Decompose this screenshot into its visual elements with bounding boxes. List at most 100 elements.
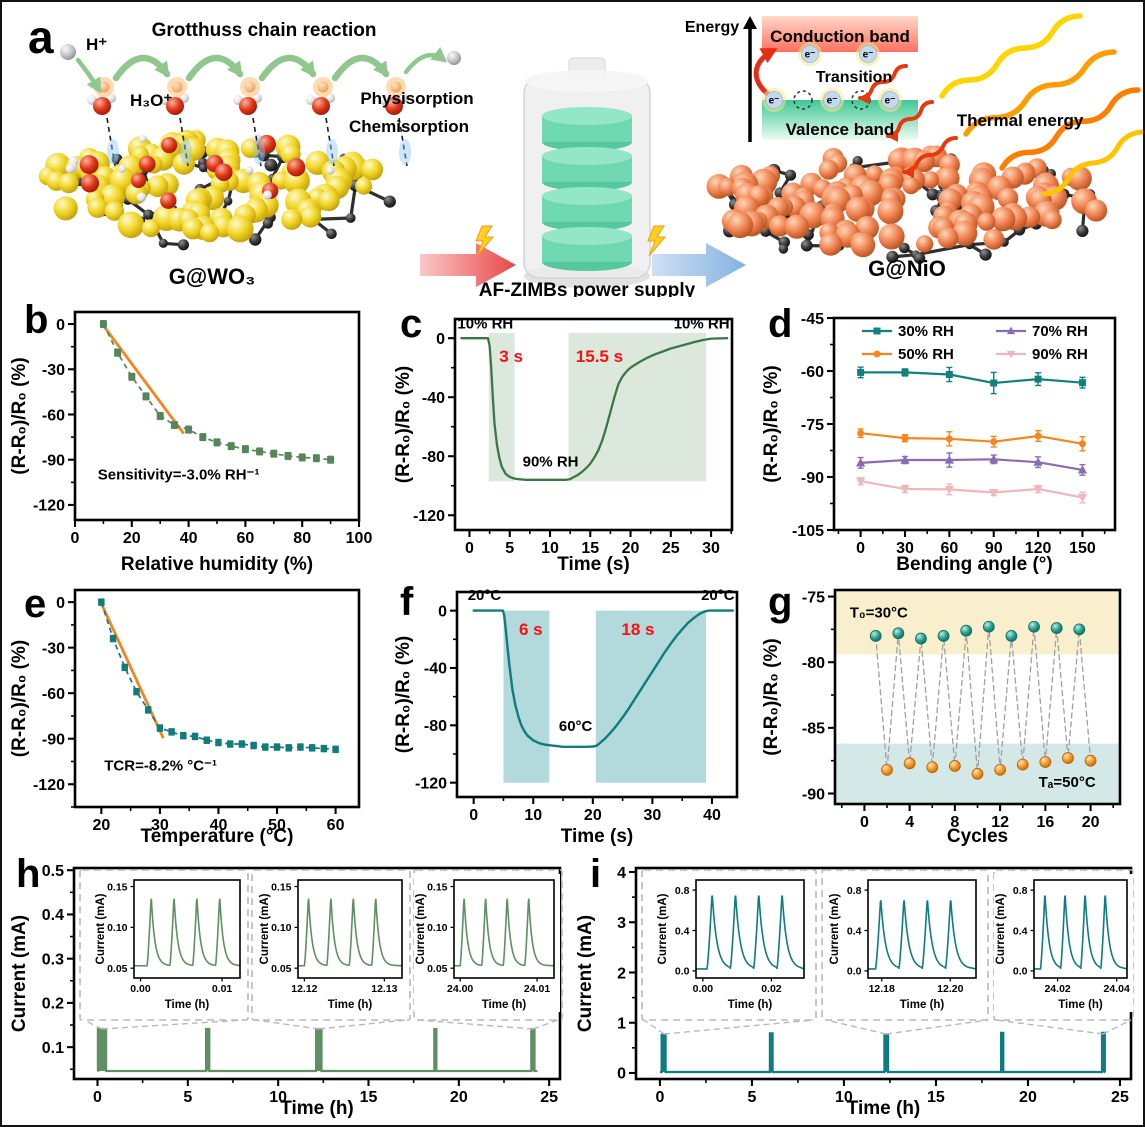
svg-text:-90: -90 bbox=[42, 452, 65, 469]
svg-text:0.8: 0.8 bbox=[847, 885, 862, 897]
chart-h-inset-1: 0.00 0.01 0.05 0.10 0.15 Time (h) Current (mA) bbox=[94, 874, 246, 1012]
left-power-arrow bbox=[420, 243, 516, 287]
svg-text:Current (mA): Current (mA) bbox=[10, 915, 30, 1032]
chart-i-inset-1: 0.00 0.02 0.0 0.4 0.8 Time (h) Current (mA) bbox=[656, 874, 810, 1012]
svg-text:e⁻: e⁻ bbox=[827, 96, 838, 107]
svg-text:-40: -40 bbox=[422, 390, 445, 407]
svg-text:30: 30 bbox=[702, 540, 720, 557]
grotthuss-label: Grotthuss chain reaction bbox=[152, 20, 377, 41]
panel-d-label: d bbox=[768, 302, 793, 346]
svg-text:Current (mA): Current (mA) bbox=[657, 893, 669, 964]
chart-g-svg: 0 4 8 12 16 20 -75 -80 -85 -90 Cycles (R-R₀)/R₀ (%)… bbox=[762, 588, 1122, 847]
svg-text:0.4: 0.4 bbox=[847, 925, 862, 937]
svg-text:4: 4 bbox=[617, 865, 626, 882]
svg-text:0.10: 0.10 bbox=[107, 922, 128, 934]
svg-text:Time (h): Time (h) bbox=[847, 1098, 921, 1119]
svg-text:30: 30 bbox=[151, 817, 169, 834]
svg-text:15.5 s: 15.5 s bbox=[576, 347, 623, 366]
svg-text:20: 20 bbox=[622, 540, 640, 557]
svg-text:12.13: 12.13 bbox=[371, 983, 397, 995]
svg-text:0: 0 bbox=[93, 1089, 102, 1106]
svg-text:-80: -80 bbox=[422, 449, 445, 466]
panel-f-label: f bbox=[400, 580, 414, 624]
svg-text:-75: -75 bbox=[802, 589, 825, 606]
svg-text:0.05: 0.05 bbox=[271, 963, 292, 975]
chart-i-svg: 0 5 10 15 20 25 0 1 2 3 4 Time (h) Current (mA) bbox=[576, 865, 1134, 1119]
svg-text:60: 60 bbox=[237, 530, 255, 547]
svg-text:0: 0 bbox=[56, 317, 65, 334]
svg-text:0.5: 0.5 bbox=[42, 863, 64, 880]
svg-text:Current (mA): Current (mA) bbox=[995, 893, 1007, 964]
svg-text:24.00: 24.00 bbox=[447, 983, 473, 995]
svg-text:20: 20 bbox=[123, 530, 141, 547]
svg-text:5: 5 bbox=[505, 540, 514, 557]
svg-text:12.20: 12.20 bbox=[937, 983, 963, 995]
battery-label: AF-ZIMBs power supply bbox=[479, 280, 696, 297]
svg-text:15: 15 bbox=[360, 1089, 378, 1106]
svg-text:12.12: 12.12 bbox=[291, 983, 317, 995]
svg-text:e⁻: e⁻ bbox=[769, 96, 780, 107]
svg-text:3 s: 3 s bbox=[499, 347, 523, 366]
h3o-label: H₃O⁺ bbox=[130, 91, 172, 110]
svg-text:60°C: 60°C bbox=[559, 718, 593, 735]
svg-text:60: 60 bbox=[940, 540, 958, 557]
svg-text:90% RH: 90% RH bbox=[1032, 346, 1088, 363]
svg-text:0.01: 0.01 bbox=[212, 983, 233, 995]
svg-text:12: 12 bbox=[991, 814, 1009, 831]
svg-text:1: 1 bbox=[617, 1015, 626, 1032]
panel-c-label: c bbox=[400, 302, 423, 346]
svg-text:20°C: 20°C bbox=[468, 587, 502, 604]
svg-text:50% RH: 50% RH bbox=[898, 346, 954, 363]
svg-text:0: 0 bbox=[438, 603, 447, 620]
svg-text:T₀=30°C: T₀=30°C bbox=[850, 605, 908, 622]
panel-e: 20 30 40 50 60 0 -30 -60 -90 -120 Temperature (°C)… bbox=[10, 580, 390, 850]
svg-text:0: 0 bbox=[860, 814, 869, 831]
svg-text:20: 20 bbox=[92, 817, 110, 834]
svg-text:(R-R₀)/R₀ (%): (R-R₀)/R₀ (%) bbox=[10, 357, 30, 474]
svg-text:40: 40 bbox=[703, 807, 721, 824]
svg-text:0.4: 0.4 bbox=[42, 907, 64, 924]
svg-text:Time (s): Time (s) bbox=[561, 826, 634, 847]
svg-text:24.02: 24.02 bbox=[1044, 983, 1070, 995]
svg-text:Time (h): Time (h) bbox=[165, 999, 210, 1011]
svg-text:0.2: 0.2 bbox=[42, 996, 64, 1013]
svg-text:25: 25 bbox=[1111, 1089, 1129, 1106]
svg-text:Time (h): Time (h) bbox=[482, 999, 527, 1011]
svg-text:30: 30 bbox=[896, 540, 914, 557]
right-power-arrow bbox=[652, 243, 746, 287]
svg-text:-90: -90 bbox=[802, 786, 825, 803]
svg-text:6 s: 6 s bbox=[519, 620, 543, 639]
svg-text:0.0: 0.0 bbox=[847, 966, 862, 978]
svg-text:0.15: 0.15 bbox=[271, 881, 292, 893]
svg-text:-80: -80 bbox=[802, 655, 825, 672]
svg-text:Bending angle (°): Bending angle (°) bbox=[896, 554, 1052, 575]
svg-text:Sensitivity=-3.0% RH⁻¹: Sensitivity=-3.0% RH⁻¹ bbox=[98, 466, 260, 483]
svg-text:0.4: 0.4 bbox=[675, 925, 690, 937]
svg-text:150: 150 bbox=[1069, 540, 1096, 557]
svg-text:(R-R₀)/R₀ (%): (R-R₀)/R₀ (%) bbox=[762, 365, 782, 482]
panel-g-label: g bbox=[768, 580, 793, 624]
svg-text:0.0: 0.0 bbox=[675, 966, 690, 978]
svg-text:20: 20 bbox=[1082, 814, 1100, 831]
svg-text:0.05: 0.05 bbox=[427, 963, 448, 975]
chart-b-svg: 0 20 40 60 80 100 0 -30 -60 -90 -120 Relative humid… bbox=[10, 310, 372, 575]
thermal-wave-arrows bbox=[858, 13, 1143, 197]
panel-b-label: b bbox=[24, 298, 49, 342]
svg-text:15: 15 bbox=[927, 1089, 945, 1106]
g-nio-label: G@NiO bbox=[868, 256, 946, 281]
svg-text:8: 8 bbox=[950, 814, 959, 831]
svg-text:0.0: 0.0 bbox=[1013, 966, 1028, 978]
svg-text:0: 0 bbox=[617, 1066, 626, 1083]
svg-text:0.00: 0.00 bbox=[130, 983, 151, 995]
svg-text:20°C: 20°C bbox=[701, 587, 735, 604]
svg-text:Tₐ=50°C: Tₐ=50°C bbox=[1039, 774, 1096, 791]
panel-i-label: i bbox=[590, 852, 602, 896]
panel-i: 0 5 10 15 20 25 0 1 2 3 4 Time (h) Current (mA) 0.00 0… bbox=[576, 852, 1143, 1122]
svg-text:Time (h): Time (h) bbox=[728, 999, 773, 1011]
svg-text:Cycles: Cycles bbox=[947, 826, 1008, 847]
svg-text:(R-R₀)/R₀ (%): (R-R₀)/R₀ (%) bbox=[394, 366, 414, 483]
svg-text:70% RH: 70% RH bbox=[1032, 323, 1088, 340]
svg-text:-60: -60 bbox=[42, 407, 65, 424]
thermal-energy-label: Thermal energy bbox=[957, 111, 1084, 130]
svg-text:120: 120 bbox=[1025, 540, 1052, 557]
